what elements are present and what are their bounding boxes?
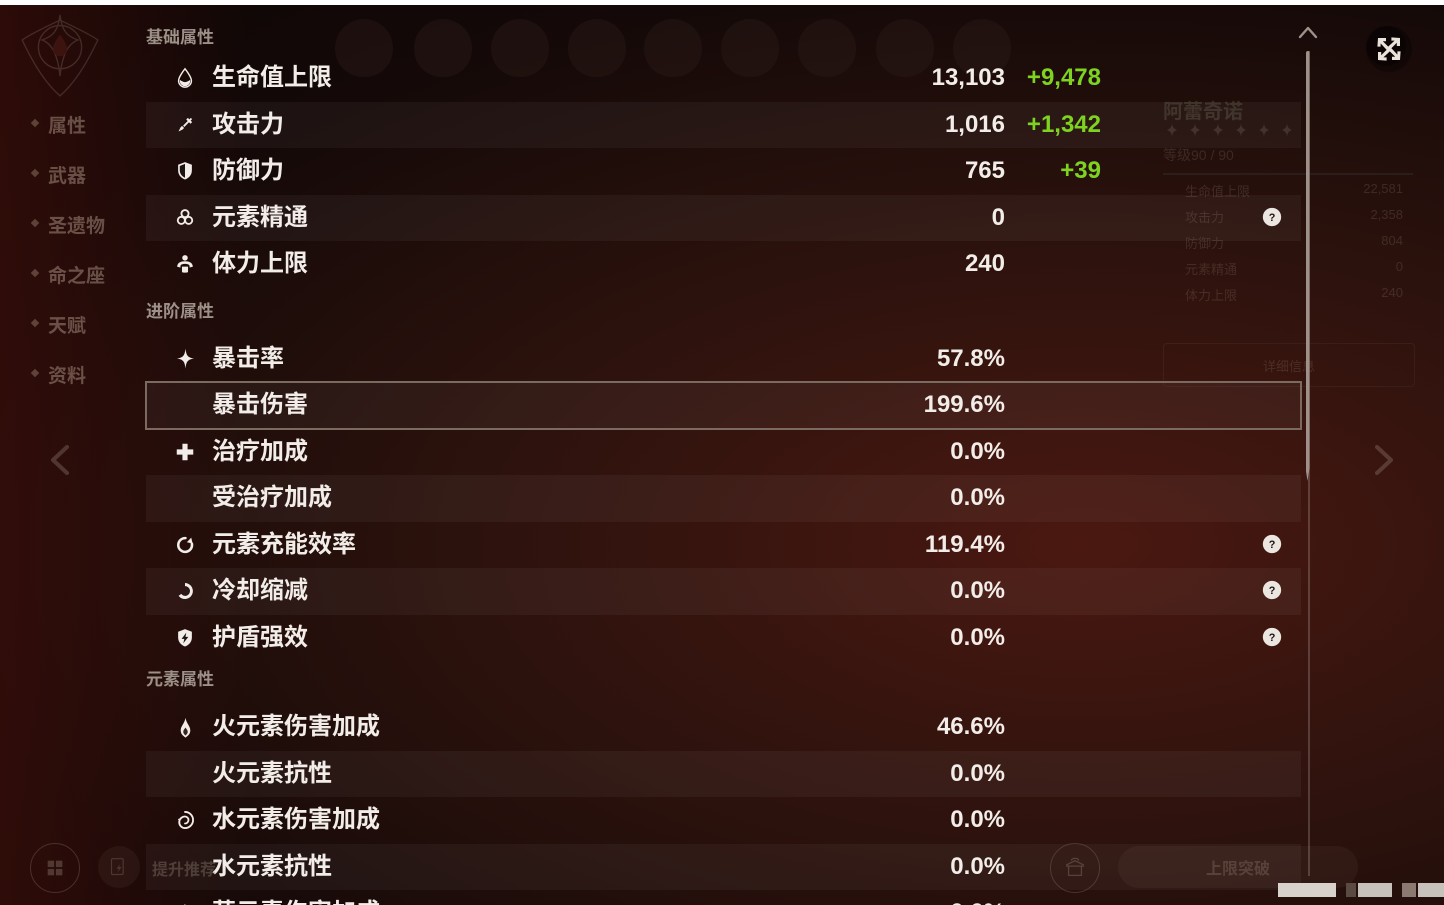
svg-text:?: ? <box>1269 538 1276 550</box>
svg-text:?: ? <box>1269 211 1276 223</box>
svg-text:?: ? <box>1269 631 1276 643</box>
svg-text:?: ? <box>1269 585 1276 597</box>
